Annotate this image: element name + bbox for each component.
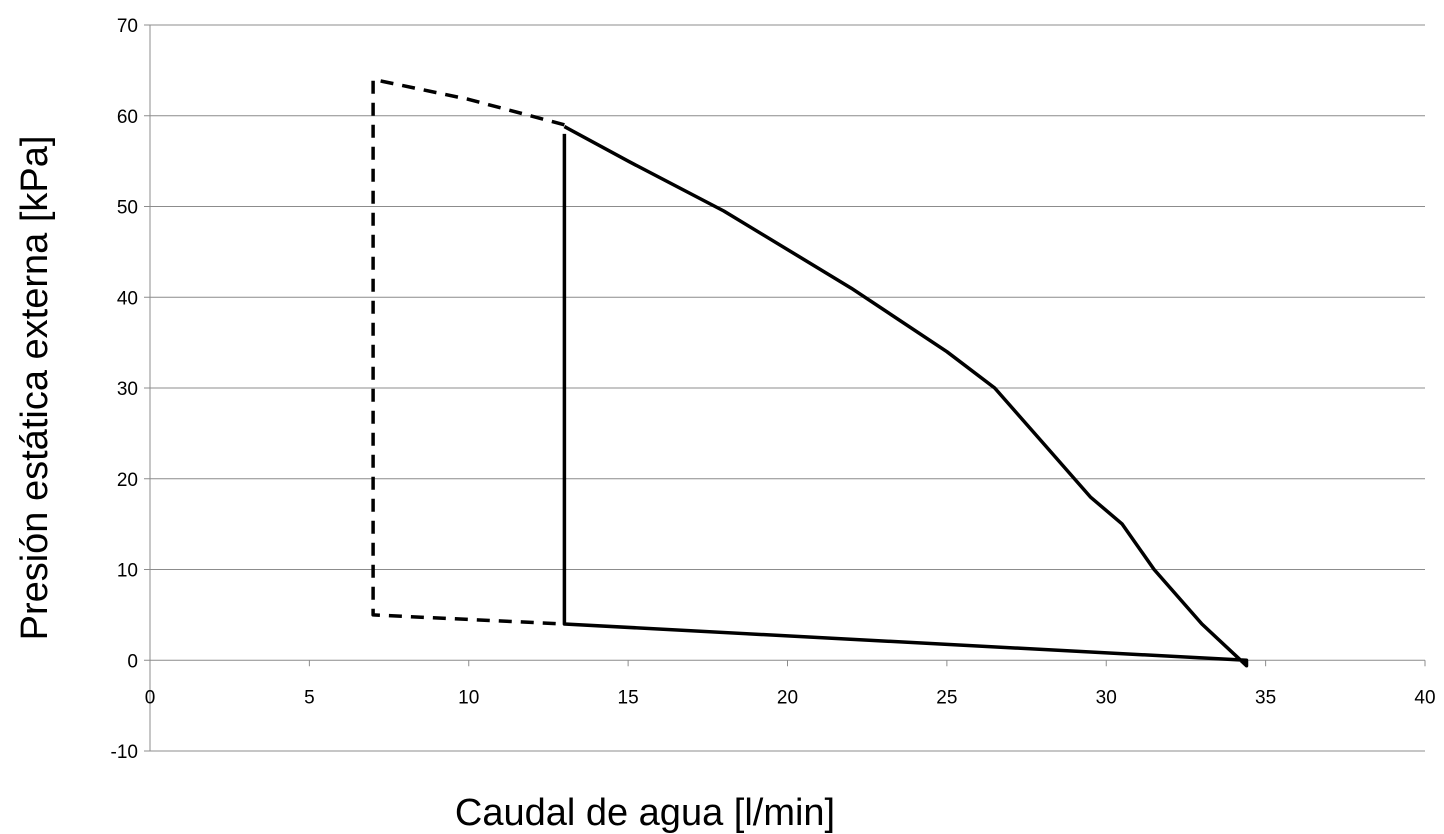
x-axis-title: Caudal de agua [l/min] (455, 792, 835, 834)
y-tick-label: 10 (117, 561, 138, 582)
series-dashed-line (371, 77, 565, 626)
y-tick-label: 60 (117, 107, 138, 128)
x-tick-label: 20 (777, 687, 798, 708)
x-tick-label: 40 (1414, 687, 1435, 708)
x-tick-label: 35 (1255, 687, 1276, 708)
x-tick-label: 25 (936, 687, 957, 708)
y-tick-label: 70 (117, 16, 138, 37)
axes (144, 24, 1426, 752)
series-group (371, 77, 1249, 668)
tick-labels: -10 0 10 20 30 40 50 60 70 0 5 10 15 20 25 30 35 40 (111, 16, 1436, 763)
y-tick-label: 20 (117, 470, 138, 491)
x-tick-label: 5 (304, 687, 315, 708)
y-tick-label: 50 (117, 198, 138, 219)
series-solid-line (562, 125, 1249, 668)
x-tick-label: 30 (1096, 687, 1117, 708)
x-tick-label: 0 (145, 687, 156, 708)
y-tick-label: 30 (117, 379, 138, 400)
x-tick-label: 15 (618, 687, 639, 708)
y-tick-label: -10 (111, 742, 138, 763)
gridlines (150, 24, 1425, 752)
x-tick-label: 10 (458, 687, 479, 708)
y-axis-title: Presión estática externa [kPa] (14, 136, 56, 641)
y-tick-label: 40 (117, 288, 138, 309)
y-tick-label: 0 (127, 651, 138, 672)
